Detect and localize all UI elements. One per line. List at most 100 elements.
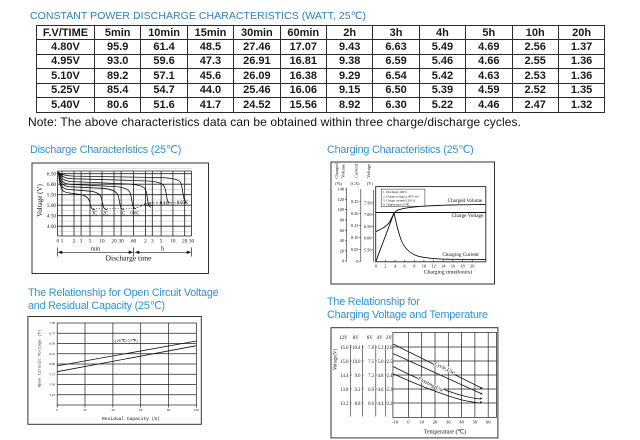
svg-text:20: 20: [111, 239, 117, 245]
svg-text:7.2: 7.2: [368, 374, 375, 379]
svg-text:0.2C: 0.2C: [144, 203, 153, 208]
svg-text:Voltage: Voltage: [366, 164, 371, 178]
svg-text:Cycle Use: Cycle Use: [433, 361, 456, 376]
svg-text:6.75: 6.75: [49, 331, 55, 335]
svg-text:50: 50: [473, 420, 478, 425]
svg-text:30: 30: [119, 239, 125, 245]
svg-text:2: 2: [384, 263, 386, 268]
svg-text:h: h: [161, 247, 164, 253]
svg-text:9.6: 9.6: [355, 374, 362, 379]
svg-text:20: 20: [83, 408, 87, 412]
svg-text:4.6: 4.6: [378, 388, 385, 393]
svg-text:80: 80: [340, 218, 345, 223]
svg-text:2.5: 2.5: [387, 360, 394, 365]
svg-text:20: 20: [433, 420, 438, 425]
svg-text:5.50: 5.50: [364, 247, 372, 252]
svg-text:6.50: 6.50: [49, 342, 55, 346]
svg-text:Voltage(V): Voltage(V): [334, 348, 339, 370]
svg-text:Discharge time: Discharge time: [105, 254, 152, 263]
svg-text:Volume: Volume: [341, 164, 346, 178]
svg-text:0: 0: [56, 408, 58, 412]
svg-text:2: 2: [144, 239, 147, 245]
svg-text:7.00: 7.00: [364, 212, 372, 217]
svg-text:14: 14: [441, 263, 446, 268]
svg-text:80: 80: [167, 408, 171, 412]
svg-text:30: 30: [446, 420, 451, 425]
svg-text:0.1C: 0.1C: [160, 202, 169, 207]
svg-text:5: 5: [160, 239, 163, 245]
svg-text:5.2: 5.2: [378, 346, 385, 351]
svg-text:7.50: 7.50: [364, 201, 372, 206]
svg-text:6.9: 6.9: [368, 388, 375, 393]
svg-text:40: 40: [111, 408, 115, 412]
svg-text:10: 10: [99, 239, 105, 245]
svg-text:5.0: 5.0: [378, 360, 385, 365]
svg-text:4. Temperature:25℃: 4. Temperature:25℃: [383, 203, 410, 207]
svg-text:6.50: 6.50: [364, 224, 372, 229]
svg-text:0.20: 0.20: [351, 211, 359, 216]
svg-text:6.25: 6.25: [49, 352, 55, 356]
svg-text:140: 140: [337, 187, 344, 192]
svg-text:3C: 3C: [92, 211, 98, 216]
svg-text:0.25: 0.25: [351, 199, 359, 204]
svg-text:0.05: 0.05: [351, 247, 359, 252]
svg-text:4V: 4V: [377, 336, 384, 341]
svg-text:2.2: 2.2: [387, 402, 394, 407]
svg-text:15.6: 15.6: [340, 346, 349, 351]
svg-text:6.00: 6.00: [364, 236, 372, 241]
svg-text:7.00: 7.00: [49, 321, 55, 325]
svg-text:10.4: 10.4: [352, 346, 361, 351]
svg-text:Temperature (℃): Temperature (℃): [424, 429, 466, 436]
svg-text:4.4: 4.4: [378, 402, 385, 407]
svg-text:6.50: 6.50: [47, 172, 56, 178]
svg-text:3. Charge current:0.20CA: 3. Charge current:0.20CA: [383, 198, 416, 202]
svg-text:20: 20: [340, 248, 345, 253]
svg-text:(%): (%): [335, 181, 342, 186]
svg-text:4.50: 4.50: [47, 214, 56, 220]
svg-text:13.2: 13.2: [340, 402, 349, 407]
svg-text:8V: 8V: [353, 336, 360, 341]
svg-text:Floating Use: Floating Use: [416, 375, 445, 394]
svg-text:20: 20: [182, 239, 188, 245]
svg-text:5.50: 5.50: [49, 383, 55, 387]
svg-text:6V: 6V: [367, 336, 374, 341]
svg-text:9.2: 9.2: [355, 388, 362, 393]
svg-text:7.8: 7.8: [368, 346, 375, 351]
svg-text:6.00: 6.00: [49, 362, 55, 366]
svg-text:10.0: 10.0: [352, 360, 361, 365]
svg-text:20: 20: [470, 263, 475, 268]
svg-text:0: 0: [356, 259, 359, 264]
svg-text:2.4: 2.4: [387, 374, 394, 379]
svg-text:14.4: 14.4: [340, 374, 349, 379]
svg-text:4: 4: [394, 263, 397, 268]
svg-text:2: 2: [73, 239, 76, 245]
svg-text:5.25: 5.25: [49, 393, 55, 397]
svg-text:2C: 2C: [103, 211, 109, 216]
svg-text:10: 10: [419, 420, 424, 425]
svg-text:15.0: 15.0: [340, 360, 349, 365]
svg-text:0: 0: [342, 259, 345, 264]
svg-text:40: 40: [340, 238, 345, 243]
svg-text:0.15: 0.15: [351, 223, 359, 228]
svg-text:0: 0: [375, 263, 378, 268]
svg-text:6.6: 6.6: [368, 402, 375, 407]
svg-text:100: 100: [194, 408, 199, 412]
svg-text:(25℃/77℉): (25℃/77℉): [114, 339, 138, 344]
svg-text:2. Charge voltage:2.40V/cell: 2. Charge voltage:2.40V/cell: [383, 194, 419, 198]
svg-text:5.00: 5.00: [47, 203, 56, 209]
svg-text:(V): (V): [367, 181, 374, 186]
svg-text:Charging Current: Charging Current: [442, 252, 479, 258]
svg-text:10: 10: [422, 263, 427, 268]
svg-text:5.75: 5.75: [49, 372, 55, 376]
svg-text:1. Discharge:100%: 1. Discharge:100%: [383, 190, 407, 194]
svg-text:1: 1: [61, 239, 64, 245]
svg-text:2.3: 2.3: [387, 388, 394, 393]
svg-text:16: 16: [451, 263, 456, 268]
svg-text:40: 40: [459, 420, 464, 425]
svg-text:10: 10: [170, 239, 176, 245]
svg-text:min: min: [91, 247, 100, 253]
svg-text:1C: 1C: [120, 211, 126, 216]
svg-text:2.6: 2.6: [387, 346, 394, 351]
svg-text:Charged: Charged: [334, 163, 339, 179]
svg-text:13.8: 13.8: [340, 388, 349, 393]
